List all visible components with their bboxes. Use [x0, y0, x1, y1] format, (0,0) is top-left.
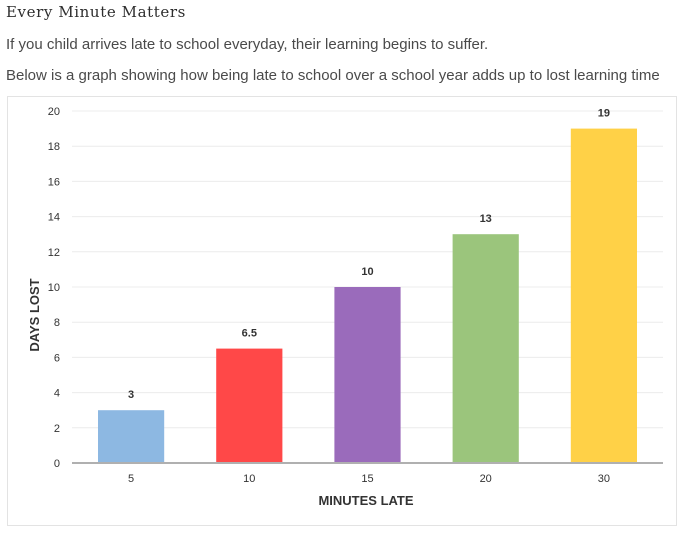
bar-chart: 3 6.5 10 13 19 0 2 4 6 8 10 12 14 16 18 20 5 10 15 20 30 DA… — [27, 106, 663, 508]
y-tick-label: 10 — [48, 282, 60, 294]
bar-10 — [216, 348, 283, 463]
data-label: 3 — [128, 389, 134, 401]
page-heading: Every Minute Matters — [6, 3, 186, 21]
x-axis-title: MINUTES LATE — [318, 493, 413, 508]
x-tick-label: 10 — [243, 473, 255, 485]
bar-15 — [334, 287, 401, 463]
bar-30 — [570, 128, 637, 463]
y-tick-label: 0 — [54, 458, 60, 470]
chart-container: 3 6.5 10 13 19 0 2 4 6 8 10 12 14 16 18 20 5 10 15 20 30 DA… — [7, 96, 677, 526]
chart-description: Below is a graph showing how being late … — [6, 67, 660, 84]
x-tick-label: 30 — [598, 473, 610, 485]
intro-paragraph: If you child arrives late to school ever… — [6, 36, 489, 53]
data-label: 10 — [361, 266, 373, 278]
bar-5 — [98, 410, 165, 463]
data-labels: 3 6.5 10 13 19 — [128, 108, 610, 402]
x-tick-label: 5 — [128, 473, 134, 485]
y-tick-label: 6 — [54, 352, 60, 364]
y-tick-label: 16 — [48, 176, 60, 188]
data-label: 13 — [480, 213, 492, 225]
data-label: 6.5 — [242, 328, 257, 340]
y-tick-label: 14 — [48, 212, 60, 224]
y-tick-label: 4 — [54, 388, 60, 400]
x-tick-label: 15 — [361, 473, 373, 485]
axes: 0 2 4 6 8 10 12 14 16 18 20 5 10 15 20 30 — [48, 106, 663, 485]
bar-20 — [452, 234, 519, 463]
bars — [98, 128, 637, 463]
y-tick-label: 8 — [54, 317, 60, 329]
y-tick-label: 2 — [54, 423, 60, 435]
y-tick-label: 20 — [48, 106, 60, 118]
data-label: 19 — [598, 108, 610, 120]
x-tick-label: 20 — [480, 473, 492, 485]
y-tick-label: 12 — [48, 247, 60, 259]
y-tick-label: 18 — [48, 141, 60, 153]
y-axis-title: DAYS LOST — [27, 278, 42, 351]
